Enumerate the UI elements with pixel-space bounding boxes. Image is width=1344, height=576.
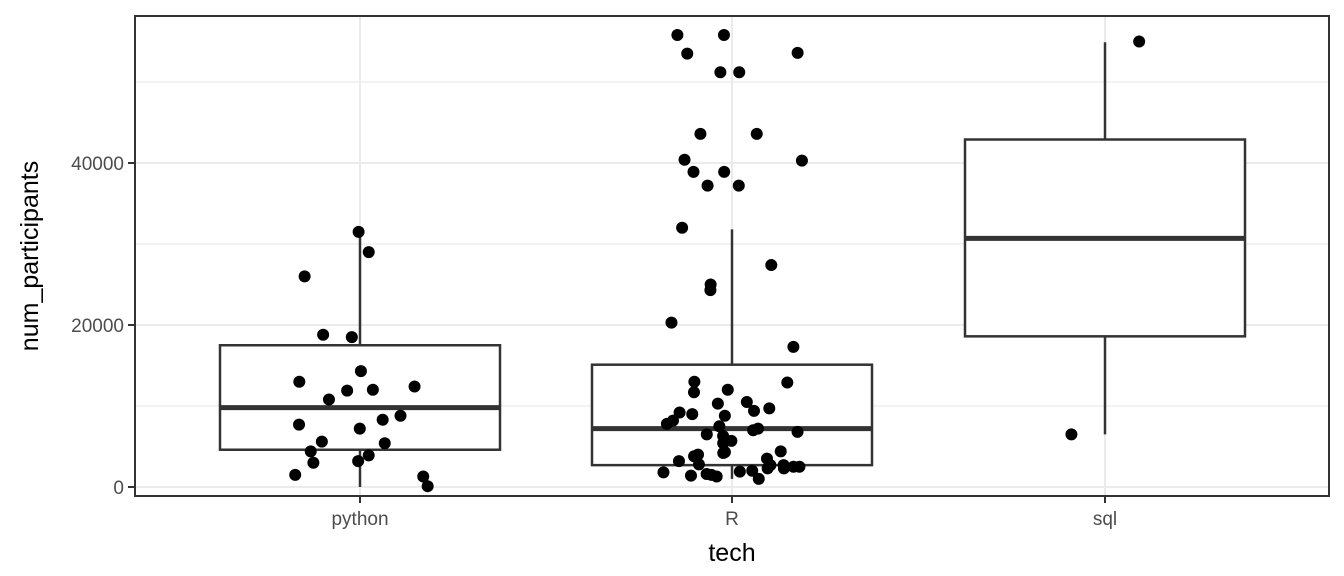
point-python [362,449,375,462]
point-R [672,455,685,468]
point-sql [1065,428,1078,441]
point-R [673,406,686,419]
point-R [721,383,734,396]
point-python [421,480,434,493]
point-R [791,425,804,438]
point-R [787,340,800,353]
point-R [747,424,760,437]
point-R [718,165,731,178]
point-R [774,445,787,458]
y-axis-ticks: 0 20000 40000 [71,154,135,499]
point-R [657,466,670,479]
point-R [678,153,691,166]
point-python [317,328,330,341]
data-points [289,29,1146,493]
point-R [687,386,700,399]
point-R [710,470,723,483]
point-R [733,66,746,79]
point-python [352,455,365,468]
point-python [293,418,306,431]
point-python [366,383,379,396]
x-axis-title: tech [708,539,755,567]
point-R [733,465,746,478]
point-R [700,428,713,441]
point-python [417,470,430,483]
point-python [289,468,302,481]
point-R [740,395,753,408]
y-tick-label: 20000 [71,316,124,337]
point-R [701,179,714,192]
point-R [717,446,730,459]
y-tick-label: 0 [113,478,124,499]
point-R [763,402,776,415]
point-R [676,221,689,234]
point-R [718,409,731,422]
point-R [711,397,724,410]
point-R [765,259,778,272]
point-python [345,331,358,344]
point-R [660,417,673,430]
point-sql [1133,35,1146,48]
point-python [408,380,421,393]
point-python [341,384,354,397]
point-python [322,393,335,406]
point-R [752,472,765,485]
point-R [692,458,705,471]
point-R [750,127,763,140]
x-tick-label-python: python [331,509,388,530]
point-python [378,437,391,450]
point-R [714,66,727,79]
point-R [717,437,730,450]
point-python [315,435,328,448]
x-tick-label-R: R [725,509,739,530]
point-R [681,47,694,60]
point-R [795,154,808,167]
point-R [748,404,761,417]
point-python [298,270,311,283]
point-R [732,179,745,192]
point-R [686,408,699,421]
point-R [777,462,790,475]
point-R [717,29,730,42]
point-python [293,375,306,388]
point-R [687,165,700,178]
point-python [307,456,320,469]
point-R [791,46,804,59]
point-python [353,422,366,435]
point-python [352,225,365,238]
box-R [590,363,874,467]
point-python [394,409,407,422]
point-R [671,29,684,42]
point-R [688,375,701,388]
point-R [704,284,717,297]
point-R [781,376,794,389]
point-R [694,127,707,140]
point-R [665,316,678,329]
point-R [684,469,697,482]
y-tick-label: 40000 [71,154,124,175]
point-python [362,246,375,259]
point-R [713,420,726,433]
point-python [304,445,317,458]
point-R [787,460,800,473]
point-R [761,462,774,475]
point-python [376,413,389,426]
point-R [746,464,759,477]
y-axis-title: num_participants [16,161,44,351]
point-python [354,365,367,378]
x-tick-label-sql: sql [1093,509,1117,530]
